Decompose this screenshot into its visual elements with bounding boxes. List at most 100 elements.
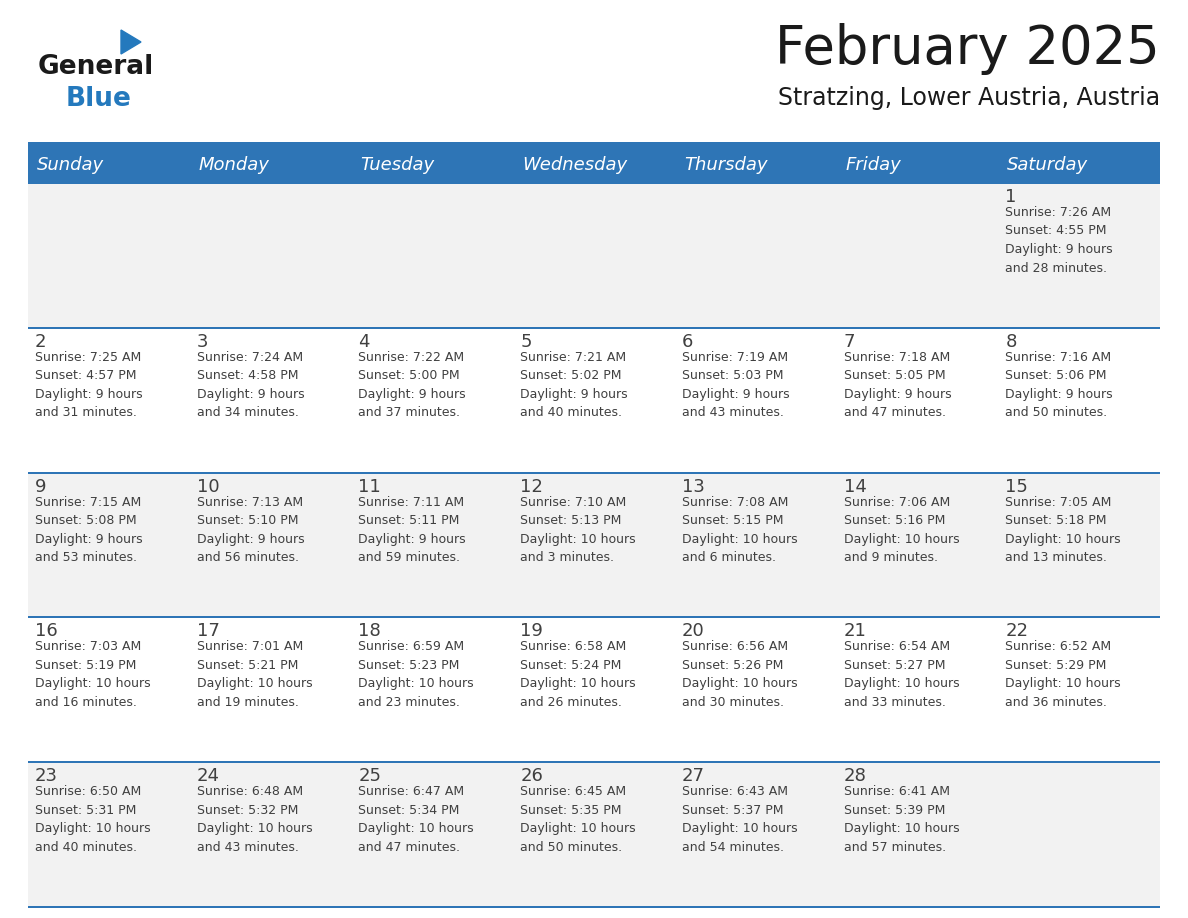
Bar xyxy=(836,146,998,182)
Text: 1: 1 xyxy=(1005,188,1017,206)
Text: 9: 9 xyxy=(34,477,46,496)
Bar xyxy=(998,329,1159,472)
Text: Sunrise: 6:50 AM
Sunset: 5:31 PM
Daylight: 10 hours
and 40 minutes.: Sunrise: 6:50 AM Sunset: 5:31 PM Dayligh… xyxy=(34,785,151,854)
Bar xyxy=(29,329,190,472)
Text: Thursday: Thursday xyxy=(684,156,767,174)
Bar xyxy=(29,619,190,761)
Text: 26: 26 xyxy=(520,767,543,785)
Bar xyxy=(998,184,1159,327)
Text: Sunrise: 7:15 AM
Sunset: 5:08 PM
Daylight: 9 hours
and 53 minutes.: Sunrise: 7:15 AM Sunset: 5:08 PM Dayligh… xyxy=(34,496,143,564)
Bar xyxy=(190,184,352,327)
Bar xyxy=(675,763,836,906)
Text: 5: 5 xyxy=(520,333,532,351)
Text: 28: 28 xyxy=(843,767,866,785)
Bar xyxy=(352,763,513,906)
Text: 18: 18 xyxy=(359,622,381,641)
Text: 25: 25 xyxy=(359,767,381,785)
Bar xyxy=(998,146,1159,182)
Text: 11: 11 xyxy=(359,477,381,496)
Text: Sunday: Sunday xyxy=(37,156,105,174)
Text: 19: 19 xyxy=(520,622,543,641)
Text: 13: 13 xyxy=(682,477,704,496)
Text: 15: 15 xyxy=(1005,477,1028,496)
Bar xyxy=(29,182,1159,184)
Bar xyxy=(998,763,1159,906)
Text: Sunrise: 7:05 AM
Sunset: 5:18 PM
Daylight: 10 hours
and 13 minutes.: Sunrise: 7:05 AM Sunset: 5:18 PM Dayligh… xyxy=(1005,496,1121,564)
Text: Sunrise: 7:21 AM
Sunset: 5:02 PM
Daylight: 9 hours
and 40 minutes.: Sunrise: 7:21 AM Sunset: 5:02 PM Dayligh… xyxy=(520,351,627,420)
Bar xyxy=(29,763,190,906)
Text: Sunrise: 6:45 AM
Sunset: 5:35 PM
Daylight: 10 hours
and 50 minutes.: Sunrise: 6:45 AM Sunset: 5:35 PM Dayligh… xyxy=(520,785,636,854)
Text: Sunrise: 7:22 AM
Sunset: 5:00 PM
Daylight: 9 hours
and 37 minutes.: Sunrise: 7:22 AM Sunset: 5:00 PM Dayligh… xyxy=(359,351,466,420)
Bar xyxy=(29,184,190,327)
Bar xyxy=(513,329,675,472)
Text: Sunrise: 6:59 AM
Sunset: 5:23 PM
Daylight: 10 hours
and 23 minutes.: Sunrise: 6:59 AM Sunset: 5:23 PM Dayligh… xyxy=(359,641,474,709)
Text: Sunrise: 7:25 AM
Sunset: 4:57 PM
Daylight: 9 hours
and 31 minutes.: Sunrise: 7:25 AM Sunset: 4:57 PM Dayligh… xyxy=(34,351,143,420)
Bar xyxy=(675,619,836,761)
Bar xyxy=(352,184,513,327)
Bar xyxy=(998,474,1159,616)
Text: Sunrise: 6:58 AM
Sunset: 5:24 PM
Daylight: 10 hours
and 26 minutes.: Sunrise: 6:58 AM Sunset: 5:24 PM Dayligh… xyxy=(520,641,636,709)
Text: 21: 21 xyxy=(843,622,866,641)
Bar xyxy=(29,142,1159,147)
Bar xyxy=(352,474,513,616)
Bar xyxy=(190,619,352,761)
Bar xyxy=(29,906,1159,908)
Text: Sunrise: 6:52 AM
Sunset: 5:29 PM
Daylight: 10 hours
and 36 minutes.: Sunrise: 6:52 AM Sunset: 5:29 PM Dayligh… xyxy=(1005,641,1121,709)
Text: Sunrise: 7:18 AM
Sunset: 5:05 PM
Daylight: 9 hours
and 47 minutes.: Sunrise: 7:18 AM Sunset: 5:05 PM Dayligh… xyxy=(843,351,952,420)
Text: 12: 12 xyxy=(520,477,543,496)
Text: Sunrise: 7:10 AM
Sunset: 5:13 PM
Daylight: 10 hours
and 3 minutes.: Sunrise: 7:10 AM Sunset: 5:13 PM Dayligh… xyxy=(520,496,636,564)
Bar xyxy=(513,763,675,906)
Bar xyxy=(836,329,998,472)
Text: Saturday: Saturday xyxy=(1007,156,1088,174)
Bar xyxy=(675,474,836,616)
Bar xyxy=(190,146,352,182)
Text: Sunrise: 6:41 AM
Sunset: 5:39 PM
Daylight: 10 hours
and 57 minutes.: Sunrise: 6:41 AM Sunset: 5:39 PM Dayligh… xyxy=(843,785,959,854)
Bar xyxy=(836,619,998,761)
Text: Sunrise: 7:01 AM
Sunset: 5:21 PM
Daylight: 10 hours
and 19 minutes.: Sunrise: 7:01 AM Sunset: 5:21 PM Dayligh… xyxy=(197,641,312,709)
Text: Stratzing, Lower Austria, Austria: Stratzing, Lower Austria, Austria xyxy=(778,86,1159,110)
Text: 6: 6 xyxy=(682,333,694,351)
Text: Sunrise: 6:56 AM
Sunset: 5:26 PM
Daylight: 10 hours
and 30 minutes.: Sunrise: 6:56 AM Sunset: 5:26 PM Dayligh… xyxy=(682,641,797,709)
Bar xyxy=(29,761,1159,763)
Text: 7: 7 xyxy=(843,333,855,351)
Text: Sunrise: 6:47 AM
Sunset: 5:34 PM
Daylight: 10 hours
and 47 minutes.: Sunrise: 6:47 AM Sunset: 5:34 PM Dayligh… xyxy=(359,785,474,854)
Text: 8: 8 xyxy=(1005,333,1017,351)
Text: Monday: Monday xyxy=(198,156,270,174)
Bar xyxy=(29,146,190,182)
Text: Sunrise: 7:19 AM
Sunset: 5:03 PM
Daylight: 9 hours
and 43 minutes.: Sunrise: 7:19 AM Sunset: 5:03 PM Dayligh… xyxy=(682,351,790,420)
Text: Blue: Blue xyxy=(67,86,132,112)
Bar xyxy=(352,329,513,472)
Bar xyxy=(998,619,1159,761)
Text: General: General xyxy=(38,54,154,80)
Text: 22: 22 xyxy=(1005,622,1029,641)
Text: 2: 2 xyxy=(34,333,46,351)
Text: 4: 4 xyxy=(359,333,369,351)
Text: February 2025: February 2025 xyxy=(776,23,1159,75)
Bar xyxy=(29,474,190,616)
Text: Sunrise: 7:11 AM
Sunset: 5:11 PM
Daylight: 9 hours
and 59 minutes.: Sunrise: 7:11 AM Sunset: 5:11 PM Dayligh… xyxy=(359,496,466,564)
Text: Sunrise: 6:54 AM
Sunset: 5:27 PM
Daylight: 10 hours
and 33 minutes.: Sunrise: 6:54 AM Sunset: 5:27 PM Dayligh… xyxy=(843,641,959,709)
Bar xyxy=(190,474,352,616)
Bar xyxy=(190,763,352,906)
Bar xyxy=(29,472,1159,474)
Bar xyxy=(675,146,836,182)
Text: 3: 3 xyxy=(197,333,208,351)
Bar xyxy=(513,474,675,616)
Bar xyxy=(675,184,836,327)
Text: Friday: Friday xyxy=(846,156,902,174)
Bar xyxy=(513,184,675,327)
Bar xyxy=(513,146,675,182)
Text: 14: 14 xyxy=(843,477,866,496)
Bar xyxy=(352,146,513,182)
Bar xyxy=(836,474,998,616)
Text: Sunrise: 7:06 AM
Sunset: 5:16 PM
Daylight: 10 hours
and 9 minutes.: Sunrise: 7:06 AM Sunset: 5:16 PM Dayligh… xyxy=(843,496,959,564)
Text: 10: 10 xyxy=(197,477,220,496)
Text: 24: 24 xyxy=(197,767,220,785)
Text: 16: 16 xyxy=(34,622,58,641)
Text: 27: 27 xyxy=(682,767,704,785)
Text: Sunrise: 7:24 AM
Sunset: 4:58 PM
Daylight: 9 hours
and 34 minutes.: Sunrise: 7:24 AM Sunset: 4:58 PM Dayligh… xyxy=(197,351,304,420)
Bar xyxy=(29,616,1159,619)
Text: Tuesday: Tuesday xyxy=(360,156,435,174)
Bar xyxy=(675,329,836,472)
Text: Sunrise: 6:48 AM
Sunset: 5:32 PM
Daylight: 10 hours
and 43 minutes.: Sunrise: 6:48 AM Sunset: 5:32 PM Dayligh… xyxy=(197,785,312,854)
